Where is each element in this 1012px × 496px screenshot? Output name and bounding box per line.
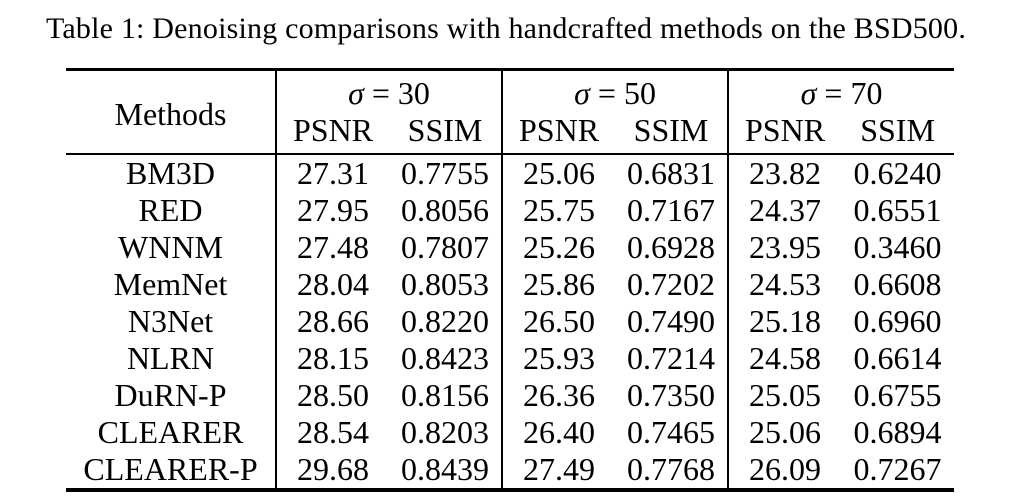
ssim-cell: 0.7755: [401, 155, 489, 191]
group-header-row: Methods σ = 30 σ = 50 σ = 70: [66, 69, 955, 132]
ssim-header-sigma-30: SSIM: [407, 112, 483, 148]
psnr-cell: 26.40: [501, 414, 616, 451]
sigma-symbol: σ: [574, 75, 590, 111]
psnr-cell: 28.66: [275, 303, 389, 340]
psnr-cell: 23.82: [727, 154, 842, 192]
ssim-cell: 0.6755: [853, 377, 942, 413]
psnr-cell: 27.31: [275, 154, 389, 192]
table-header: Methods σ = 30 σ = 50 σ = 70 PSNR SSIM P…: [66, 69, 955, 154]
sigma-50-value: = 50: [597, 75, 656, 111]
psnr-cell: 26.09: [727, 451, 842, 490]
table-row: MemNet 28.04 0.8053 25.86 0.7202 24.53 0.6608: [66, 266, 954, 303]
psnr-cell: 23.95: [727, 229, 842, 266]
method-cell: CLEARER-P: [83, 451, 258, 487]
psnr-header-sigma-30: PSNR: [275, 112, 389, 154]
method-cell: BM3D: [126, 155, 215, 191]
ssim-cell: 0.7267: [853, 451, 942, 487]
ssim-cell: 0.8220: [401, 303, 489, 339]
psnr-cell: 27.48: [275, 229, 389, 266]
table-row: CLEARER-P 29.68 0.8439 27.49 0.7768 26.09 0.72…: [66, 451, 954, 490]
psnr-cell: 25.06: [727, 414, 842, 451]
sigma-70-value: = 70: [824, 75, 883, 111]
method-cell: MemNet: [113, 266, 228, 302]
ssim-cell: 0.6551: [853, 192, 942, 228]
table-row: N3Net 28.66 0.8220 26.50 0.7490 25.18 0.6960: [66, 303, 954, 340]
metrics-header-row: PSNR SSIM PSNR SSIM PSNR SSIM: [66, 112, 954, 154]
psnr-cell: 27.49: [501, 451, 616, 490]
method-cell: WNNM: [118, 229, 223, 265]
table-body: BM3D 27.31 0.7755 25.06 0.6831 23.82 0.6240 RED…: [66, 154, 954, 490]
ssim-cell: 0.6831: [627, 155, 716, 191]
psnr-cell: 25.93: [501, 340, 616, 377]
table-row: NLRN 28.15 0.8423 25.93 0.7214 24.58 0.6614: [66, 340, 954, 377]
group-header-sigma-70: σ = 70: [727, 69, 955, 112]
ssim-cell: 0.8156: [401, 377, 489, 413]
psnr-cell: 25.06: [501, 154, 616, 192]
ssim-header-sigma-70: SSIM: [860, 112, 935, 148]
table-row: WNNM 27.48 0.7807 25.26 0.6928 23.95 0.3460: [66, 229, 954, 266]
ssim-cell: 0.6928: [627, 229, 716, 265]
psnr-cell: 28.15: [275, 340, 389, 377]
method-cell: N3Net: [127, 303, 214, 339]
ssim-cell: 0.6240: [853, 155, 942, 191]
ssim-cell: 0.7350: [627, 377, 716, 413]
psnr-cell: 26.50: [501, 303, 616, 340]
ssim-cell: 0.7465: [627, 414, 716, 450]
ssim-cell: 0.6614: [853, 340, 942, 376]
psnr-cell: 24.53: [727, 266, 842, 303]
method-cell: NLRN: [126, 340, 215, 376]
psnr-cell: 25.05: [727, 377, 842, 414]
ssim-cell: 0.8423: [401, 340, 489, 376]
ssim-cell: 0.7167: [627, 192, 716, 228]
table-row: DuRN-P 28.50 0.8156 26.36 0.7350 25.05 0.6755: [66, 377, 954, 414]
table-row: CLEARER 28.54 0.8203 26.40 0.7465 25.06 0.6894: [66, 414, 954, 451]
psnr-cell: 24.58: [727, 340, 842, 377]
ssim-cell: 0.8056: [401, 192, 489, 228]
table-row: RED 27.95 0.8056 25.75 0.7167 24.37 0.6551: [66, 192, 954, 229]
ssim-cell: 0.8053: [401, 266, 489, 302]
psnr-cell: 25.75: [501, 192, 616, 229]
results-table: Methods σ = 30 σ = 50 σ = 70 PSNR SSIM P…: [66, 68, 955, 492]
method-cell: RED: [138, 192, 203, 228]
psnr-cell: 26.36: [501, 377, 616, 414]
table-caption: Table 1: Denoising comparisons with hand…: [45, 12, 967, 45]
ssim-cell: 0.6608: [853, 266, 942, 302]
ssim-cell: 0.7214: [627, 340, 716, 376]
psnr-cell: 28.04: [275, 266, 389, 303]
psnr-header-sigma-50: PSNR: [501, 112, 616, 154]
group-header-sigma-30: σ = 30: [274, 69, 503, 112]
psnr-cell: 25.86: [501, 266, 616, 303]
psnr-header-sigma-70: PSNR: [727, 112, 842, 154]
psnr-cell: 28.50: [275, 377, 389, 414]
ssim-cell: 0.6894: [853, 414, 942, 450]
psnr-cell: 29.68: [275, 451, 389, 490]
psnr-cell: 25.18: [727, 303, 842, 340]
ssim-header-sigma-50: SSIM: [633, 112, 709, 148]
ssim-cell: 0.8203: [401, 414, 489, 450]
ssim-cell: 0.7768: [627, 451, 716, 487]
psnr-cell: 28.54: [275, 414, 389, 451]
ssim-cell: 0.7202: [627, 266, 716, 302]
ssim-cell: 0.8439: [401, 451, 489, 487]
sigma-symbol: σ: [348, 75, 364, 111]
sigma-symbol: σ: [800, 75, 817, 111]
ssim-cell: 0.7807: [401, 229, 489, 265]
psnr-cell: 24.37: [727, 192, 842, 229]
ssim-cell: 0.7490: [627, 303, 716, 339]
method-cell: DuRN-P: [114, 377, 227, 413]
sigma-30-value: = 30: [371, 75, 430, 111]
ssim-cell: 0.3460: [853, 229, 942, 265]
psnr-cell: 25.26: [501, 229, 616, 266]
table-row: BM3D 27.31 0.7755 25.06 0.6831 23.82 0.6240: [66, 154, 954, 192]
psnr-cell: 27.95: [275, 192, 389, 229]
ssim-cell: 0.6960: [853, 303, 942, 339]
group-header-sigma-50: σ = 50: [501, 69, 729, 112]
methods-header: Methods: [114, 95, 227, 132]
method-cell: CLEARER: [97, 414, 244, 450]
